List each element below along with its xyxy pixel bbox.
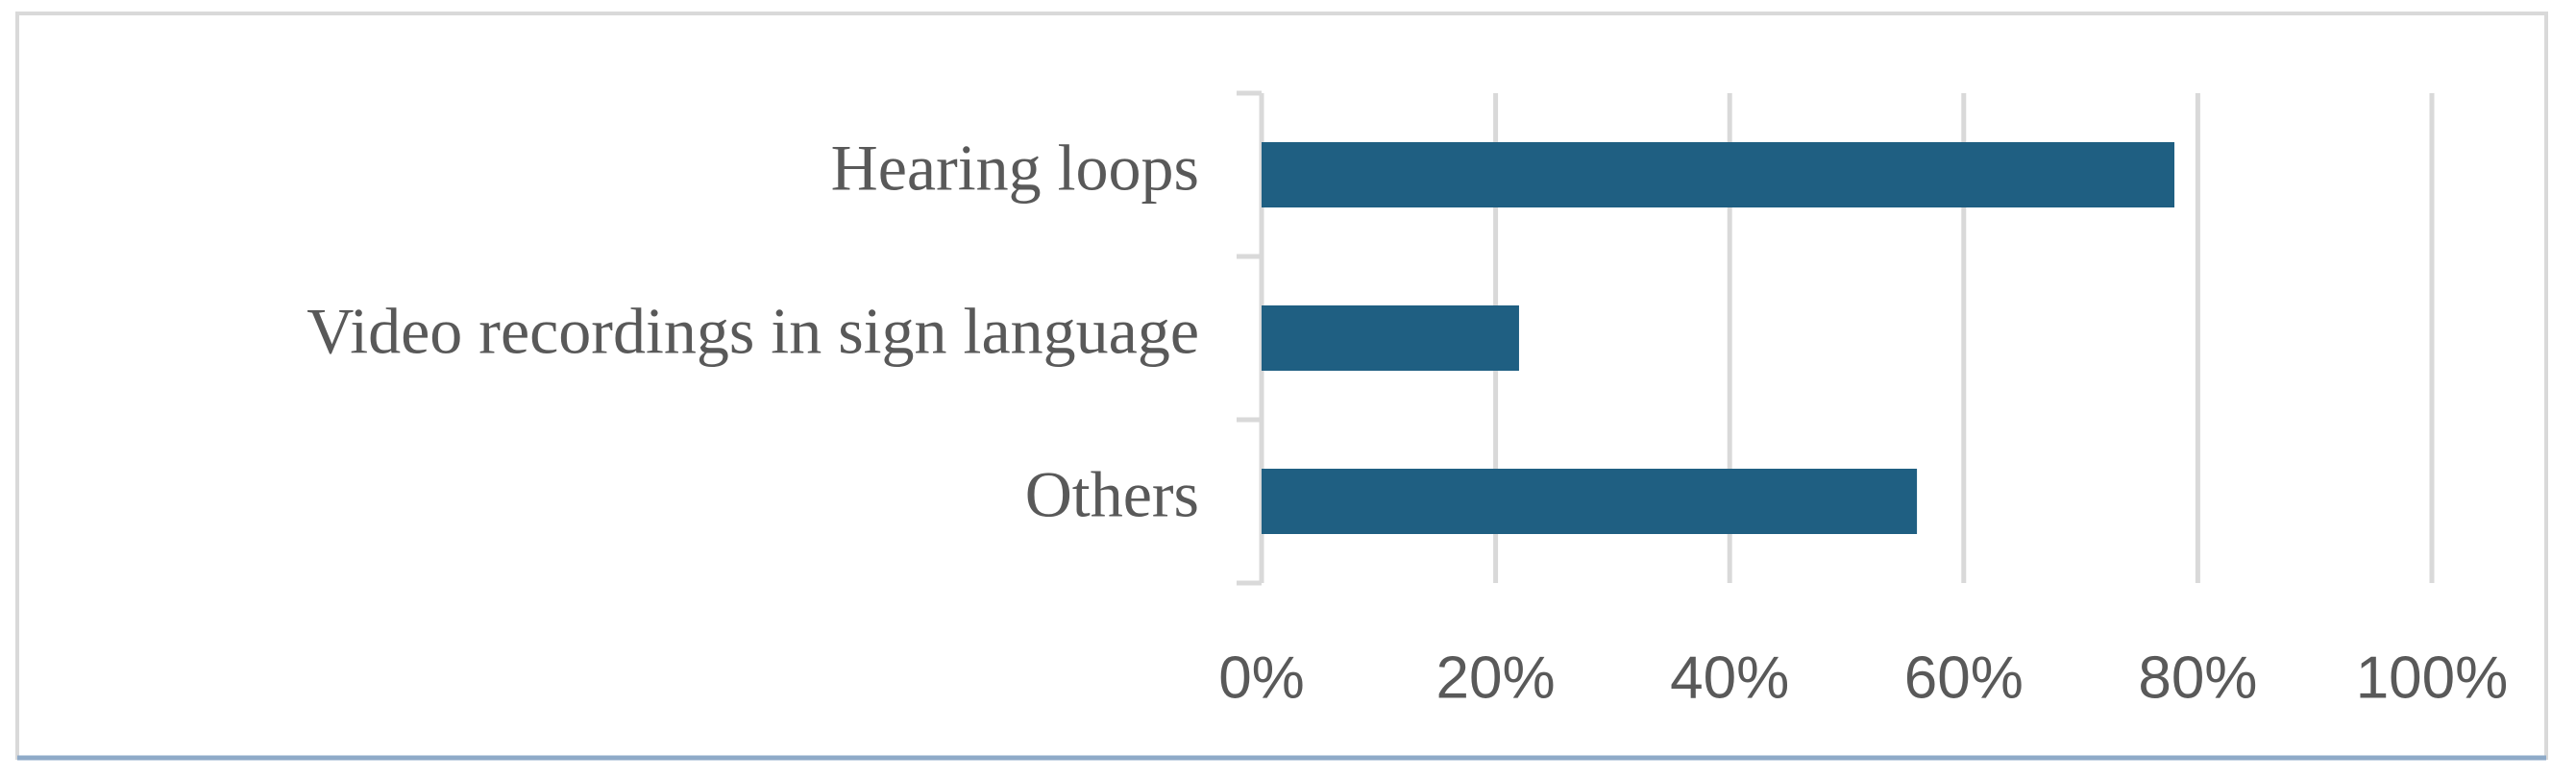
bar	[1262, 305, 1519, 371]
y-tick-label: Others	[1025, 458, 1199, 531]
bar	[1262, 142, 2175, 207]
x-tick-label: 80%	[2138, 644, 2257, 711]
x-tick-label: 20%	[1436, 644, 1556, 711]
x-tick-label: 0%	[1218, 644, 1305, 711]
x-tick-label: 40%	[1670, 644, 1789, 711]
y-tick-label: Hearing loops	[831, 132, 1199, 205]
y-tick-label: Video recordings in sign language	[307, 295, 1199, 368]
bar	[1262, 469, 1918, 534]
x-tick-label: 60%	[1904, 644, 2024, 711]
x-tick-label: 100%	[2356, 644, 2509, 711]
chart-frame	[15, 12, 2548, 760]
